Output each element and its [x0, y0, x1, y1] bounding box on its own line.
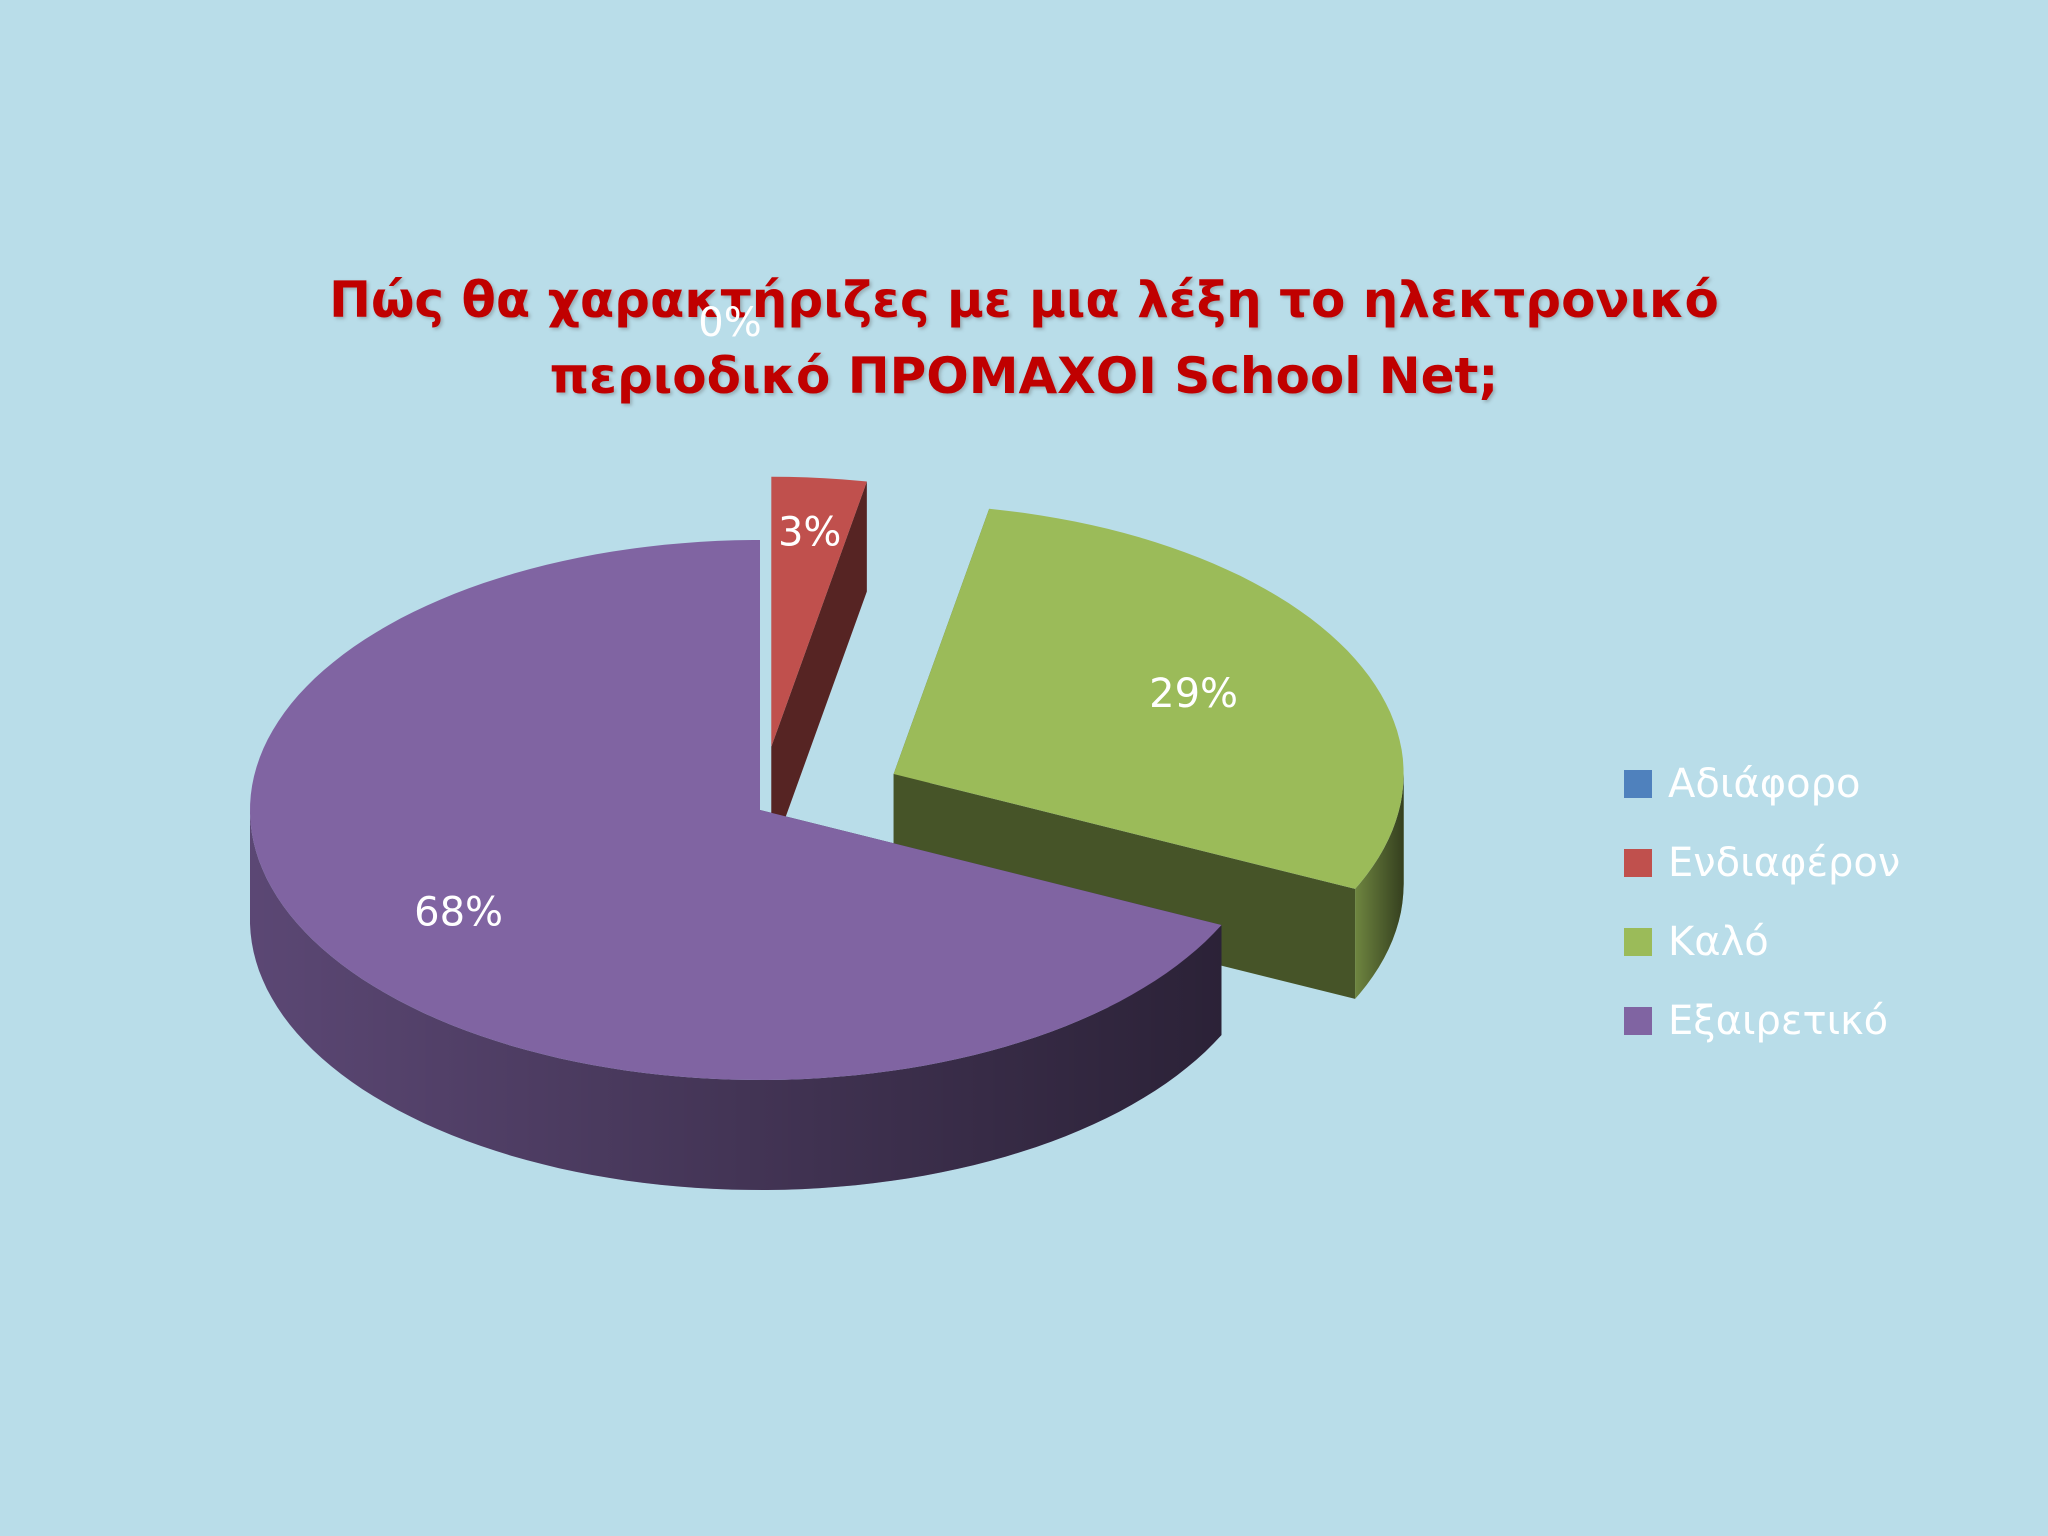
pie-slice-endiaferon-wall-end: [771, 481, 867, 857]
pie-slice-kalo-top: [893, 508, 1404, 889]
legend-item-endiaferon[interactable]: Ενδιαφέρον: [1624, 823, 1900, 902]
pie-slice-kalo-wall-end: [893, 773, 1356, 999]
legend: Αδιάφορο Ενδιαφέρον Καλό Εξαιρετικό: [1624, 744, 1900, 1060]
pie-slice-kalo[interactable]: [893, 508, 1404, 999]
pie-slices: [250, 476, 1404, 1190]
legend-item-kalo[interactable]: Καλό: [1624, 902, 1900, 981]
legend-label-endiaferon: Ενδιαφέρον: [1668, 839, 1901, 886]
legend-label-exairetiko: Εξαιρετικό: [1668, 997, 1889, 1044]
legend-item-adiaforo[interactable]: Αδιάφορο: [1624, 744, 1900, 823]
pie-slice-exairetiko-top: [250, 540, 1222, 1080]
legend-item-exairetiko[interactable]: Εξαιρετικό: [1624, 981, 1900, 1060]
data-labels: 0% 3% 29% 68%: [414, 300, 1238, 935]
chart-title-line-2: περιοδικό ΠΡΟΜΑΧΟΙ School Net;: [549, 347, 1499, 405]
legend-swatch-exairetiko: [1624, 1006, 1652, 1035]
pie-slice-exairetiko-side-shade: [250, 810, 1222, 1190]
legend-label-adiaforo: Αδιάφορο: [1668, 760, 1861, 807]
pie-slice-kalo-side-shade: [1355, 773, 1404, 999]
legend-swatch-kalo: [1624, 927, 1652, 956]
data-label-adiaforo: 0%: [698, 300, 761, 346]
legend-swatch-adiaforo: [1624, 769, 1652, 798]
legend-swatch-endiaferon: [1624, 848, 1652, 877]
data-label-endiaferon: 3%: [778, 510, 841, 556]
pie-slice-exairetiko[interactable]: [250, 540, 1222, 1190]
pie-slice-endiaferon-top: [771, 476, 867, 747]
pie-slice-endiaferon[interactable]: [771, 476, 867, 857]
chart-title-line-1: Πώς θα χαρακτήριζες με μια λέξη το ηλεκτ…: [329, 271, 1719, 329]
data-label-kalo: 29%: [1149, 671, 1238, 717]
legend-label-kalo: Καλό: [1668, 918, 1769, 965]
chart-title: Πώς θα χαρακτήριζες με μια λέξη το ηλεκτ…: [0, 262, 2048, 414]
data-label-exairetiko: 68%: [414, 889, 503, 935]
